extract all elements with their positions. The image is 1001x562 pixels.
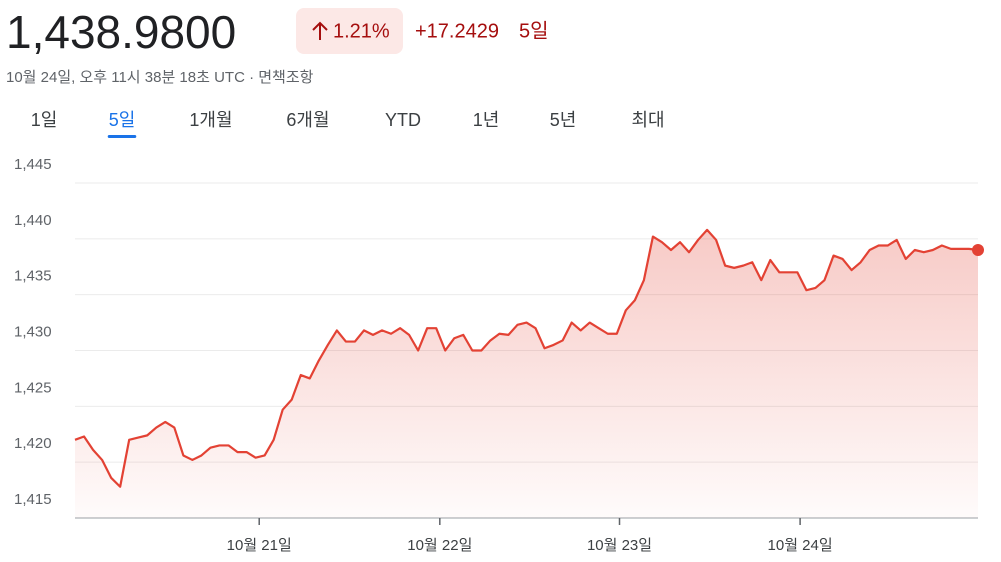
y-tick-label: 1,440 bbox=[14, 212, 52, 229]
up-arrow bbox=[312, 21, 328, 40]
period-tab[interactable]: 5년 bbox=[550, 110, 577, 130]
x-tick-label: 10월 23일 bbox=[587, 537, 652, 554]
change-period: 5일 bbox=[519, 19, 549, 42]
area-fill bbox=[75, 229, 978, 518]
y-tick-label: 1,435 bbox=[14, 268, 52, 285]
price-line bbox=[74, 228, 979, 488]
y-tick-label: 1,425 bbox=[14, 379, 52, 396]
last-point bbox=[972, 244, 984, 256]
change-percent: 1.21% bbox=[333, 20, 390, 42]
period-tab[interactable]: 6개월 bbox=[286, 110, 329, 130]
change-badge bbox=[296, 8, 403, 54]
y-tick-label: 1,430 bbox=[14, 323, 52, 340]
period-tab[interactable]: 5일 bbox=[109, 110, 136, 130]
y-tick-label: 1,415 bbox=[14, 491, 52, 508]
change-amount: +17.2429 bbox=[415, 20, 499, 42]
active-tab-underline bbox=[107, 135, 137, 138]
x-tick-label: 10월 21일 bbox=[227, 537, 292, 554]
period-tab[interactable]: 최대 bbox=[631, 110, 664, 130]
x-tick-label: 10월 24일 bbox=[768, 537, 833, 554]
price: 1,438.9800 bbox=[6, 6, 236, 58]
y-tick-label: 1,445 bbox=[14, 156, 52, 173]
period-tab[interactable]: 1개월 bbox=[189, 110, 232, 130]
timestamp: 10월 24일, 오후 11시 38분 18초 UTC · 면책조항 bbox=[6, 69, 314, 86]
period-tab[interactable]: 1일 bbox=[31, 110, 58, 130]
period-tab[interactable]: 1년 bbox=[473, 110, 500, 130]
y-tick-label: 1,420 bbox=[14, 435, 52, 452]
x-tick-label: 10월 22일 bbox=[407, 537, 472, 554]
period-tab[interactable]: YTD bbox=[385, 110, 421, 130]
